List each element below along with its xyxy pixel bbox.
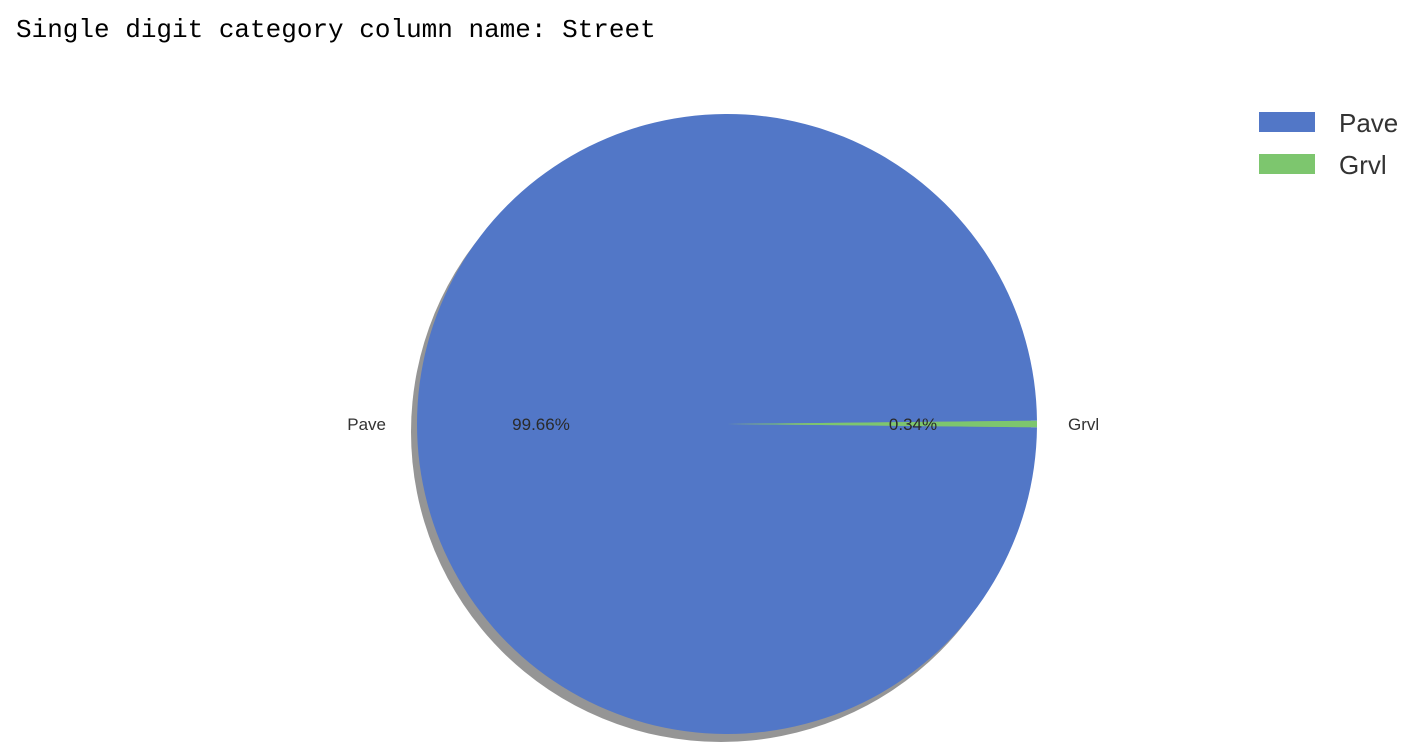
slice-pct-label-grvl: 0.34% [889,415,937,434]
pie-slice-grvl [727,420,1037,428]
legend-swatch-pave [1259,112,1315,132]
legend-swatch-grvl [1259,154,1315,174]
slice-pct-label-pave: 99.66% [512,415,570,434]
legend-label-pave: Pave [1339,108,1398,138]
pie-slices [417,114,1037,735]
legend-label-grvl: Grvl [1339,150,1387,180]
slice-label-pave: Pave [347,415,386,434]
pie-labels: Pave 99.66% Grvl 0.34% [347,415,1099,434]
legend: Pave Grvl [1259,108,1398,180]
slice-label-grvl: Grvl [1068,415,1099,434]
output-text: Single digit category column name: Stree… [16,15,656,45]
pie-slice-pave [417,114,1037,735]
